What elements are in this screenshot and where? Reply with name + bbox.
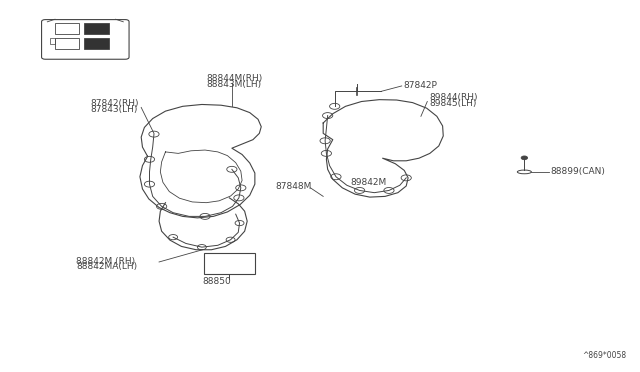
Text: 88850: 88850 [202,277,231,286]
Text: 87842P: 87842P [403,81,437,90]
Bar [84,23,109,34]
Text: 87848M: 87848M [275,182,312,191]
Circle shape [521,156,527,160]
Bar [55,38,79,49]
Text: 89842M: 89842M [351,178,387,187]
Text: 88842M (RH): 88842M (RH) [76,257,135,266]
Text: 88843M(LH): 88843M(LH) [206,80,262,89]
Bar [50,38,55,44]
Text: 88844M(RH): 88844M(RH) [206,74,262,83]
Bar [84,38,109,49]
Text: ^869*0058: ^869*0058 [582,351,627,360]
Text: 88842MA(LH): 88842MA(LH) [76,262,137,271]
Bar [55,23,79,34]
Text: 88899(CAN): 88899(CAN) [550,167,605,176]
Text: 87842(RH): 87842(RH) [90,99,139,108]
Text: 89844(RH): 89844(RH) [430,93,478,102]
Text: 87843(LH): 87843(LH) [90,105,138,114]
Text: 89845(LH): 89845(LH) [430,99,477,108]
Bar [204,253,255,274]
